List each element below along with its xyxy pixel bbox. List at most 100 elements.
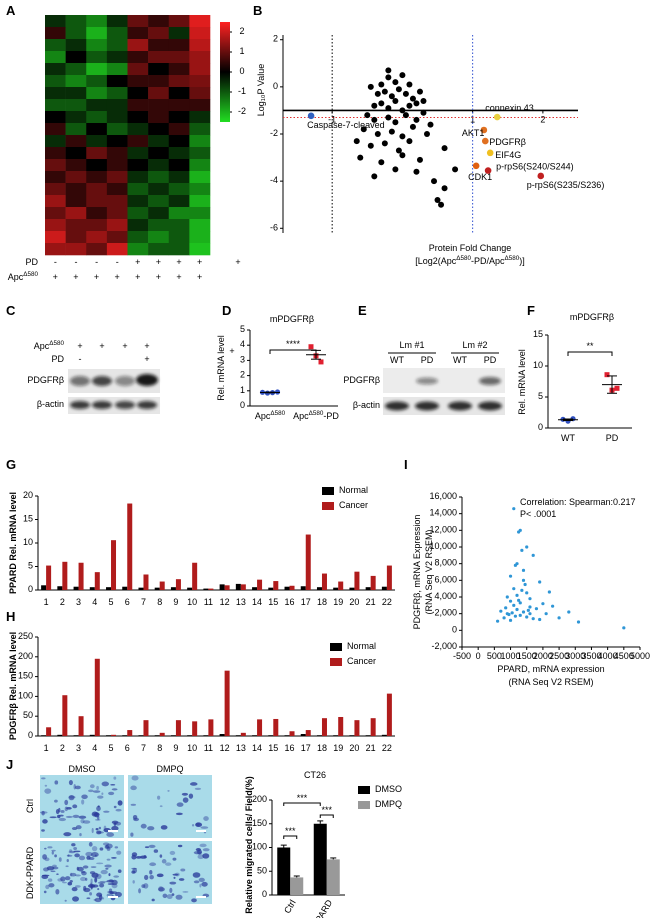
cell [91,845,98,852]
cell [99,883,105,888]
significance-bracket [567,351,613,356]
cell [89,892,92,896]
heatmap-cell [45,207,66,220]
cell [201,881,208,887]
cell [54,799,58,803]
bar [284,586,290,590]
lane-row-label: PD [51,354,64,364]
cell [81,794,88,800]
cell [83,887,91,893]
bar [122,586,128,590]
cell [96,806,101,812]
y-tick-label: 0 [262,889,267,899]
annotation-mark: + [197,257,202,267]
cell [58,817,67,822]
labeled-point [493,113,501,121]
cell [156,873,164,878]
cell [97,888,100,891]
x-tick-label: 8 [157,743,162,753]
annotation: P< .0001 [520,509,556,519]
point [399,72,406,79]
heatmap-cell [106,99,128,112]
heatmap-cell [65,99,87,112]
heatmap-cell [86,99,108,112]
heatmap-cell [148,135,170,148]
cell [132,880,135,884]
bar [235,583,241,590]
bar [252,735,258,736]
point [541,602,545,606]
point [420,98,427,104]
x-tick-label: 2 [540,115,545,125]
cell [110,891,118,895]
point [508,599,513,603]
heatmap-cell [148,15,170,28]
panel-label: D [222,303,231,318]
heatmap-cell [45,135,66,148]
x-tick-label: 2 [60,743,65,753]
cell [144,874,149,881]
bar [159,581,165,590]
bar [46,565,52,590]
cell [68,794,75,801]
bar [78,716,84,736]
heatmap-cell [168,123,190,136]
heatmap-cell [168,15,190,28]
x-tick-label: 4500 [614,651,634,661]
bar [219,584,225,590]
x-tick-label: 7 [141,743,146,753]
significance: *** [321,805,332,815]
y-tick-label: 0 [452,625,457,635]
cell [105,867,109,870]
micrograph-row: Ctrl [25,799,35,813]
bar [300,734,306,736]
heatmap-cell [127,159,149,172]
y-tick-label: 200 [252,794,267,804]
x-tick-label: 2500 [549,651,569,661]
cell [56,873,59,876]
cell [117,869,122,874]
heatmap-cell [86,219,108,232]
cell [97,795,104,799]
bar [127,730,133,736]
band-label: β-actin [353,400,380,410]
x-tick-label: 500 [487,651,502,661]
heatmap-cell [86,243,108,256]
cell [81,871,87,876]
cell [63,832,72,837]
bar [143,574,149,590]
cell [42,854,47,860]
heatmap-cell [168,27,190,40]
heatmap-cell [86,123,108,136]
bar [208,588,214,590]
heatmap-cell [168,87,190,100]
heatmap-cell [148,123,170,136]
significance-bracket [269,349,317,354]
heatmap-cell [127,123,149,136]
point-label: connexin 43 [485,103,534,113]
heatmap-cell [189,159,211,172]
cell [159,805,163,808]
cell [102,842,110,846]
cell [193,880,200,884]
stray-mark: + [229,346,234,356]
bar [57,586,63,590]
y-axis-label: Relative migrated cells/ Field(%) [244,776,254,914]
x-tick-label: 3000 [565,651,585,661]
heatmap-cell [148,39,170,52]
heatmap-cell [168,171,190,184]
y-axis-label: PDGFRβ, mRNA Expression [412,515,422,630]
point [513,563,518,567]
heatmap-cell [127,63,149,76]
point [547,590,551,594]
y-tick-label: 5 [538,391,543,401]
cell [190,782,198,786]
lane-label: PD [421,355,434,365]
heatmap-cell [65,171,87,184]
heatmap-cell [106,15,128,28]
point [528,597,532,601]
cell [64,899,67,902]
heatmap-cell [65,27,87,40]
point [520,548,524,552]
cell [91,811,99,817]
